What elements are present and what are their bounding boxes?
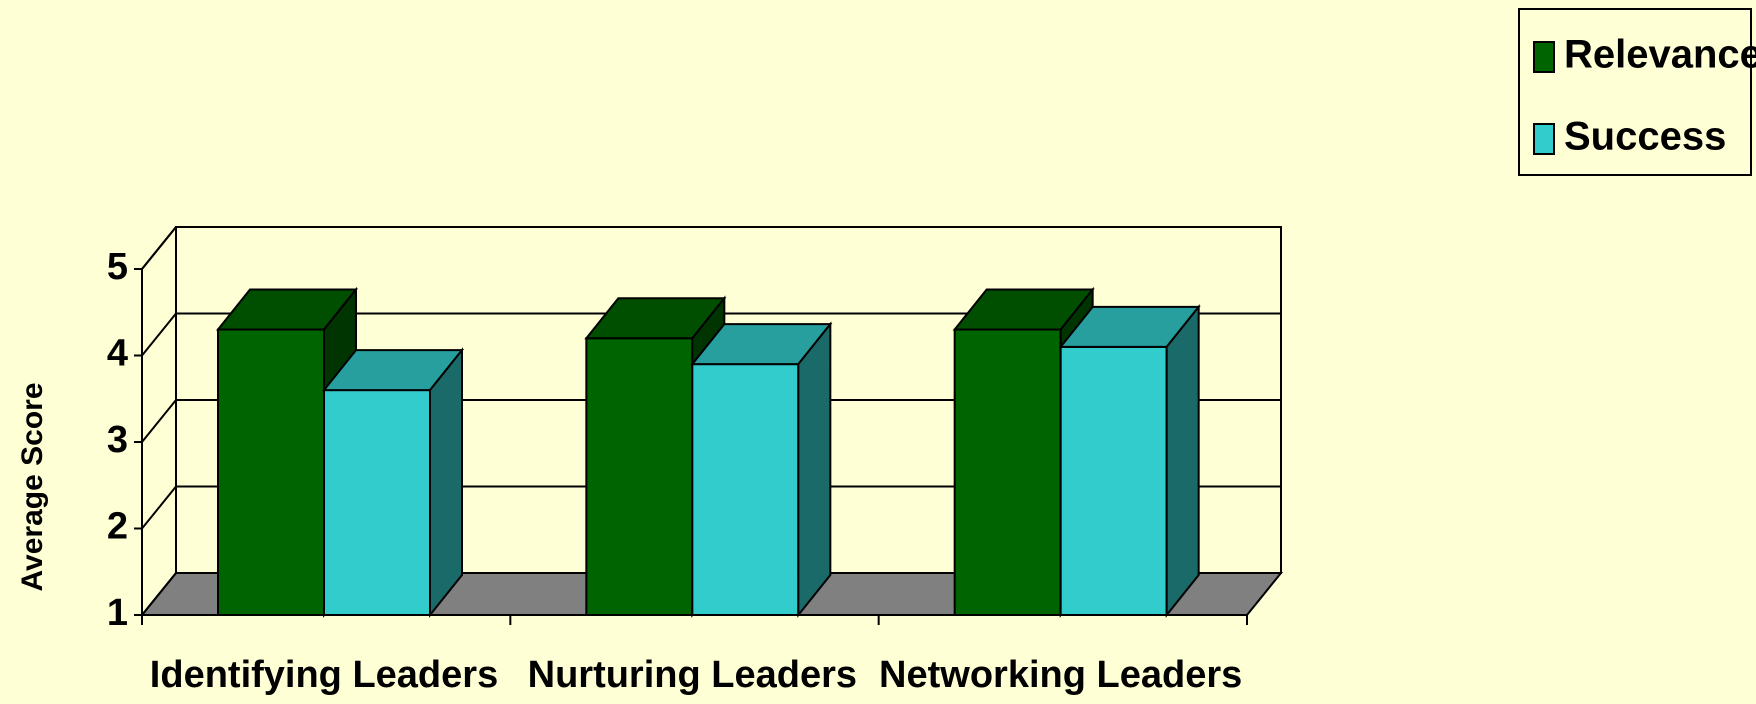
bar-front (691, 363, 800, 616)
grid-line (141, 572, 177, 616)
y-tick-label: 5 (107, 246, 128, 288)
bar-front (585, 337, 694, 616)
grid-line (141, 226, 177, 270)
grid-line (141, 312, 177, 357)
legend-box (1518, 8, 1752, 176)
x-tick-label: Nurturing Leaders (528, 654, 857, 696)
bar-front (323, 389, 431, 616)
bar-side (797, 321, 832, 618)
y-tick-label: 4 (107, 333, 128, 375)
bar-front (1059, 345, 1168, 616)
bar-side (1165, 303, 1200, 618)
x-tick-label: Identifying Leaders (150, 654, 498, 696)
bar-side (429, 347, 463, 618)
legend-swatch (1533, 123, 1555, 155)
y-tick-label: 1 (107, 592, 128, 634)
y-tick-label: 2 (107, 506, 128, 548)
legend-swatch (1533, 41, 1555, 73)
bar (1058, 303, 1201, 618)
y-tick-label: 3 (107, 419, 128, 461)
y-axis-label: Average Score (16, 382, 49, 591)
legend-label: Relevance (1564, 33, 1756, 77)
x-tick-label: Networking Leaders (879, 654, 1242, 696)
grid-line (141, 399, 177, 443)
bar (690, 321, 833, 618)
legend-label: Success (1564, 115, 1726, 159)
bar (321, 347, 465, 618)
bar-front (953, 328, 1062, 616)
grid-line (141, 485, 177, 530)
bar-front (217, 328, 325, 616)
